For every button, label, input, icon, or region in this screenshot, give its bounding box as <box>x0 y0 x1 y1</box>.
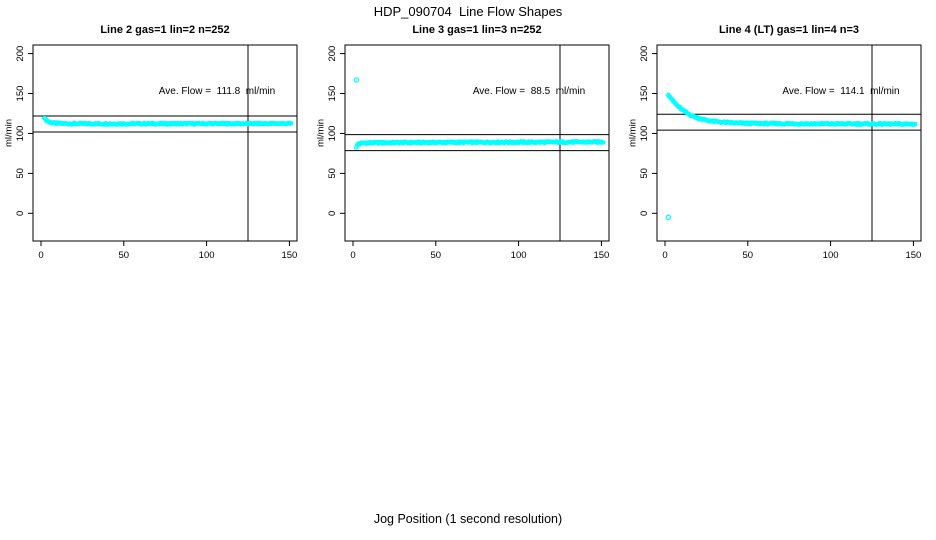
plot-box <box>344 44 610 242</box>
x-tick-label: 50 <box>431 250 442 261</box>
y-axis-label-line-2: ml/min <box>3 119 15 147</box>
y-tick-label: 0 <box>639 211 650 216</box>
ave-flow-annotation-line-2: Ave. Flow = 111.8 ml/min <box>158 86 276 97</box>
y-axis-ticks: 0 50 100 150 200 <box>327 46 345 216</box>
y-tick-label: 50 <box>15 168 26 179</box>
plot-canvas-line-2: 0 50 100 150 0 50 100 150 200 <box>15 44 298 261</box>
y-tick-label: 200 <box>327 46 338 62</box>
y-tick-label: 150 <box>15 86 26 102</box>
x-tick-label: 0 <box>38 250 43 261</box>
y-axis-ticks: 0 50 100 150 200 <box>15 46 33 216</box>
data-point <box>600 140 606 145</box>
panel-title-line-4: Line 4 (LT) gas=1 lin=4 n=3 <box>718 24 860 36</box>
figure-title: HDP_090704 Line Flow Shapes <box>373 4 563 19</box>
x-tick-label: 100 <box>823 250 839 261</box>
y-tick-label: 200 <box>15 46 26 62</box>
x-tick-label: 0 <box>662 250 667 261</box>
y-tick-label: 0 <box>327 211 338 216</box>
ave-flow-annotation-line-3: Ave. Flow = 88.5 ml/min <box>472 86 586 97</box>
x-tick-label: 150 <box>905 250 921 261</box>
x-tick-label: 150 <box>281 250 297 261</box>
y-tick-label: 0 <box>15 211 26 216</box>
y-tick-label: 100 <box>639 126 650 142</box>
y-axis-ticks: 0 50 100 150 200 <box>639 46 657 216</box>
plot-canvas-line-3: 0 50 100 150 0 50 100 150 200 <box>327 44 610 261</box>
x-tick-label: 50 <box>743 250 754 261</box>
panel-title-line-3: Line 3 gas=1 lin=3 n=252 <box>412 24 542 36</box>
data-points <box>41 115 294 127</box>
reference-lines <box>33 45 297 241</box>
plot-box <box>32 44 298 242</box>
plot-canvas-line-4: 0 50 100 150 0 50 100 150 200 <box>639 44 922 261</box>
y-axis-label-line-3: ml/min <box>315 119 327 147</box>
y-tick-label: 200 <box>639 46 650 62</box>
y-tick-label: 150 <box>639 86 650 102</box>
shared-x-axis-label: Jog Position (1 second resolution) <box>373 512 563 526</box>
x-tick-label: 100 <box>511 250 527 261</box>
panel-title-line-2: Line 2 gas=1 lin=2 n=252 <box>100 24 230 36</box>
x-tick-label: 0 <box>350 250 355 261</box>
y-tick-label: 50 <box>327 168 338 179</box>
x-tick-label: 50 <box>119 250 130 261</box>
x-axis-ticks: 0 50 100 150 <box>38 241 297 261</box>
plot-box <box>656 44 922 242</box>
data-points <box>665 92 918 221</box>
data-point <box>912 121 918 127</box>
y-tick-label: 50 <box>639 168 650 179</box>
x-tick-label: 150 <box>593 250 609 261</box>
x-axis-ticks: 0 50 100 150 <box>662 241 921 261</box>
y-tick-label: 100 <box>327 126 338 142</box>
data-point <box>288 121 294 126</box>
outlier-point <box>353 77 360 83</box>
data-points <box>353 77 606 150</box>
x-axis-ticks: 0 50 100 150 <box>350 241 609 261</box>
ave-flow-annotation-line-4: Ave. Flow = 114.1 ml/min <box>782 86 900 97</box>
reference-lines <box>657 45 921 241</box>
y-axis-label-line-4: ml/min <box>627 119 639 147</box>
x-tick-label: 100 <box>199 250 215 261</box>
outlier-point <box>665 214 672 221</box>
y-tick-label: 100 <box>15 126 26 142</box>
y-tick-label: 150 <box>327 86 338 102</box>
